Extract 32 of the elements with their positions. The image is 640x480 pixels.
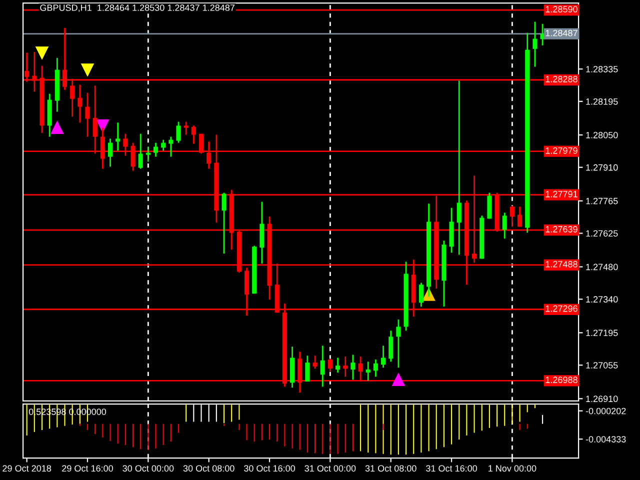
- y-tick-label: 1.28050: [586, 132, 618, 138]
- chart-title: GBPUSD,H1 1.28464 1.28530 1.28437 1.28487: [40, 4, 234, 12]
- y-tick-label: 1.27055: [586, 362, 618, 368]
- x-tick-label: 31 Oct 16:00: [426, 465, 478, 472]
- ref-line-label: 1.27791: [546, 190, 578, 198]
- ref-line-label: 1.28288: [546, 76, 578, 82]
- ref-line-label: 1.27296: [546, 305, 578, 312]
- ref-line-label: 1.26988: [546, 376, 578, 384]
- ref-line-label: 1.28487: [546, 30, 578, 36]
- y-tick-label: 1.27480: [586, 264, 618, 270]
- x-tick-label: 29 Oct 2018: [2, 465, 52, 472]
- ref-line-label: 1.27488: [546, 260, 578, 268]
- x-tick-label: 31 Oct 08:00: [365, 465, 416, 472]
- y-tick-label: 1.26910: [586, 396, 618, 402]
- ref-line-label: 1.27639: [546, 226, 578, 232]
- y-tick-label: 1.27765: [586, 198, 618, 204]
- ref-line-label: 1.27979: [546, 147, 578, 154]
- y-tick-label: 1.27340: [586, 296, 618, 303]
- y-tick-label: 1.27195: [586, 330, 618, 336]
- x-tick-label: 1 Nov 00:00: [488, 465, 536, 472]
- x-tick-label: 30 Oct 08:00: [183, 465, 234, 472]
- x-tick-label: 29 Oct 16:00: [62, 465, 113, 472]
- y-tick-label: 1.27625: [586, 230, 618, 237]
- x-tick-label: 30 Oct 00:00: [122, 465, 174, 472]
- y-tick-label: 1.28335: [586, 66, 618, 72]
- y-tick-label: 1.28195: [586, 98, 618, 105]
- x-tick-label: 30 Oct 16:00: [244, 465, 296, 472]
- y-tick-label: 1.27910: [586, 164, 618, 171]
- y-tick-label: -0.004333: [586, 436, 626, 442]
- y-tick-label: -0.000202: [586, 408, 626, 414]
- x-tick-label: 31 Oct 00:00: [304, 465, 356, 472]
- ref-line-label: 1.28590: [546, 6, 578, 12]
